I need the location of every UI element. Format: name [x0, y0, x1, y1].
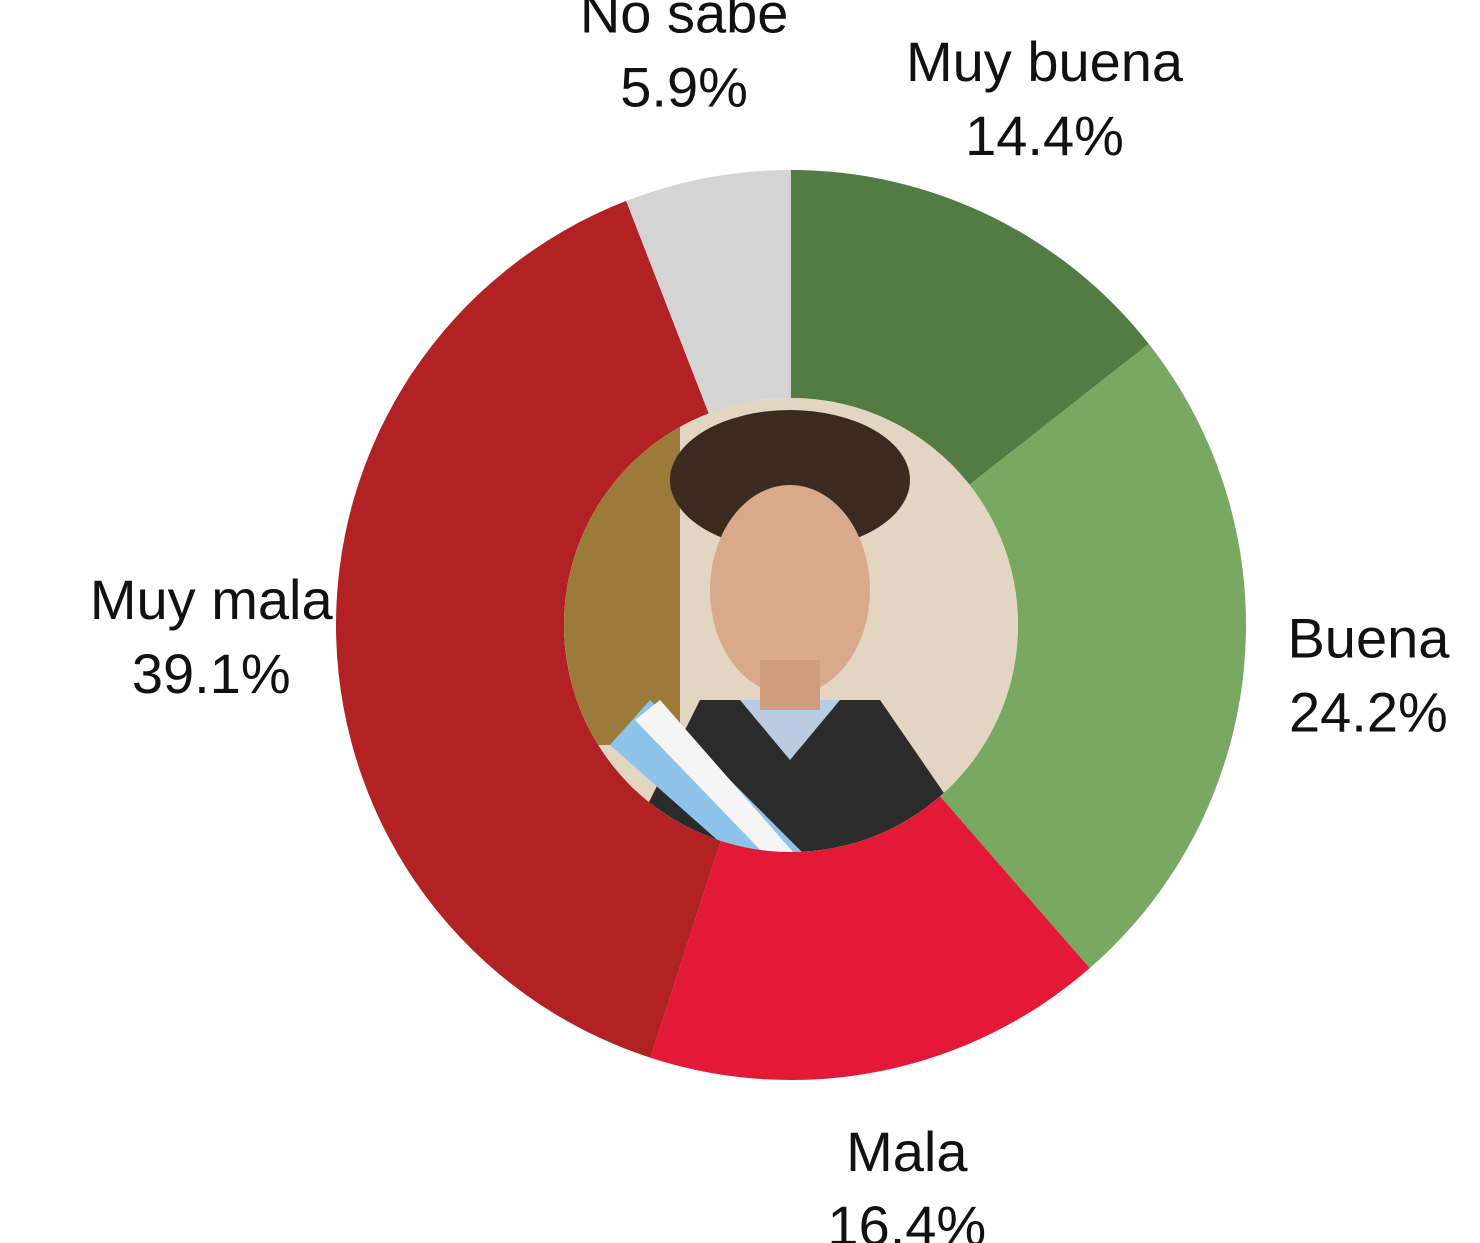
slice-label: Mala: [846, 1120, 968, 1183]
slice-label: Muy mala: [90, 568, 334, 631]
value-label: 39.1%: [132, 642, 291, 705]
slice: [791, 170, 1149, 485]
slice-label: No sabe: [580, 0, 789, 45]
value-label: 5.9%: [620, 56, 748, 119]
slice-label: Buena: [1287, 606, 1450, 669]
slice: [336, 200, 721, 1058]
center-photo: [564, 398, 1018, 852]
value-label: 24.2%: [1289, 680, 1448, 743]
value-label: 16.4%: [827, 1194, 986, 1243]
slice-label: Muy buena: [906, 30, 1184, 93]
value-label: 14.4%: [965, 104, 1124, 167]
slice: [626, 170, 791, 414]
slice: [650, 796, 1090, 1080]
slice: [940, 343, 1246, 969]
